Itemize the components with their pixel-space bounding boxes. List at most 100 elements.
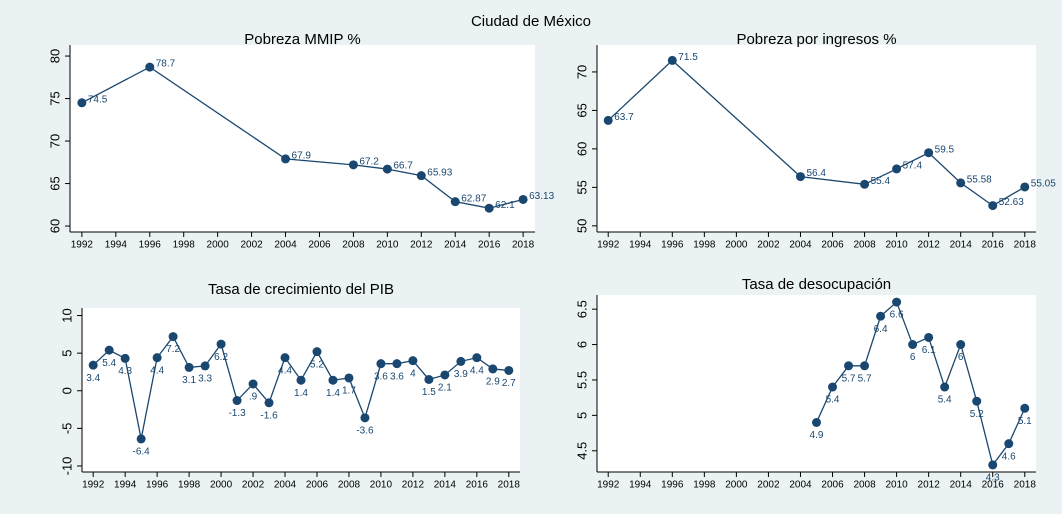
data-label: 56.4 <box>806 168 826 179</box>
x-tick-label: 1994 <box>629 240 652 251</box>
data-label: 67.9 <box>292 151 312 162</box>
x-tick-label: 2010 <box>885 480 908 491</box>
x-tick-label: 2002 <box>757 240 780 251</box>
marker <box>892 164 902 174</box>
marker <box>360 413 370 423</box>
data-label: 5.1 <box>1018 416 1032 427</box>
data-label: 1.4 <box>326 388 340 399</box>
x-tick-label: 2014 <box>950 240 973 251</box>
marker <box>376 359 386 369</box>
marker <box>296 375 306 385</box>
data-label: 6.1 <box>922 345 936 356</box>
x-tick-label: 2002 <box>240 240 263 251</box>
y-tick-label: 5 <box>59 350 74 357</box>
marker <box>184 362 194 372</box>
marker <box>392 359 402 369</box>
x-tick-label: 2012 <box>402 480 425 491</box>
x-tick-label: 1992 <box>597 240 620 251</box>
data-label: 5.7 <box>842 373 856 384</box>
x-tick-label: 2000 <box>725 240 748 251</box>
data-label: 6.2 <box>214 352 228 363</box>
x-tick-label: 2018 <box>498 480 521 491</box>
x-tick-label: 2000 <box>207 240 230 251</box>
x-tick-label: 1996 <box>661 240 684 251</box>
marker <box>312 347 322 357</box>
x-tick-label: 2008 <box>853 240 876 251</box>
x-tick-label: 2004 <box>789 480 812 491</box>
data-label: 55.58 <box>967 175 992 186</box>
marker <box>1020 182 1030 192</box>
marker <box>424 374 434 384</box>
marker <box>344 373 354 383</box>
y-tick-label: 80 <box>47 49 62 63</box>
x-tick-label: 1996 <box>146 480 169 491</box>
y-tick-label: 50 <box>574 219 589 233</box>
x-tick-label: 2018 <box>1014 240 1037 251</box>
x-tick-label: 2004 <box>789 240 812 251</box>
data-label: -1.3 <box>228 408 246 419</box>
data-label: 4.4 <box>470 365 484 376</box>
marker <box>440 370 450 380</box>
x-tick-label: 2002 <box>242 480 265 491</box>
y-tick-label: 65 <box>47 176 62 190</box>
x-tick-label: 1996 <box>139 240 162 251</box>
marker <box>450 197 460 207</box>
x-tick-label: 2006 <box>821 480 844 491</box>
data-label: -3.6 <box>356 425 374 436</box>
y-tick-label: -5 <box>59 423 74 435</box>
data-label: 3.6 <box>390 371 404 382</box>
data-label: 1.7 <box>342 386 356 397</box>
data-label: 3.6 <box>374 371 388 382</box>
data-label: 4.9 <box>810 430 824 441</box>
data-label: -1.6 <box>260 410 278 421</box>
x-tick-label: 2016 <box>466 480 489 491</box>
y-tick-label: 6.5 <box>574 300 589 318</box>
y-tick-label: 70 <box>47 134 62 148</box>
marker <box>972 396 982 406</box>
marker <box>488 364 498 374</box>
marker <box>828 382 838 392</box>
data-label: 74.5 <box>88 94 108 105</box>
data-label: 3.9 <box>454 369 468 380</box>
marker <box>988 460 998 470</box>
data-label: 7.2 <box>166 344 180 355</box>
data-label: 71.5 <box>678 52 698 63</box>
y-tick-label: 60 <box>47 219 62 233</box>
marker <box>328 375 338 385</box>
marker <box>484 203 494 213</box>
chart-title: Pobreza por ingresos % <box>736 31 896 48</box>
data-label: 66.7 <box>393 161 413 172</box>
figure-title: Ciudad de México <box>471 13 591 30</box>
x-tick-label: 2012 <box>918 480 941 491</box>
data-label: 63.13 <box>529 191 554 202</box>
data-label: 5.4 <box>102 358 116 369</box>
x-tick-label: 1998 <box>173 240 196 251</box>
marker <box>795 172 805 182</box>
x-tick-label: 2004 <box>274 240 297 251</box>
marker <box>152 353 162 363</box>
x-tick-label: 2016 <box>478 240 501 251</box>
data-label: 2.9 <box>486 377 500 388</box>
marker <box>120 353 130 363</box>
marker <box>280 353 290 363</box>
x-tick-label: 2000 <box>725 480 748 491</box>
marker <box>603 115 613 125</box>
data-label: 1.5 <box>422 387 436 398</box>
data-label: 5.4 <box>938 395 952 406</box>
plot-area <box>597 45 1036 232</box>
data-label: 62.1 <box>495 200 515 211</box>
data-label: 5.7 <box>858 373 872 384</box>
data-label: 59.5 <box>935 144 955 155</box>
x-tick-label: 1992 <box>82 480 105 491</box>
marker <box>1004 439 1014 449</box>
marker <box>200 361 210 371</box>
chart-title: Tasa de crecimiento del PIB <box>208 281 394 298</box>
data-label: 6.4 <box>874 324 888 335</box>
y-tick-label: 4.5 <box>574 442 589 460</box>
x-tick-label: 2004 <box>274 480 297 491</box>
data-label: 4.4 <box>278 365 292 376</box>
chart-title: Pobreza MMIP % <box>244 31 360 48</box>
x-tick-label: 1992 <box>71 240 94 251</box>
marker <box>168 332 178 342</box>
marker <box>145 62 155 72</box>
